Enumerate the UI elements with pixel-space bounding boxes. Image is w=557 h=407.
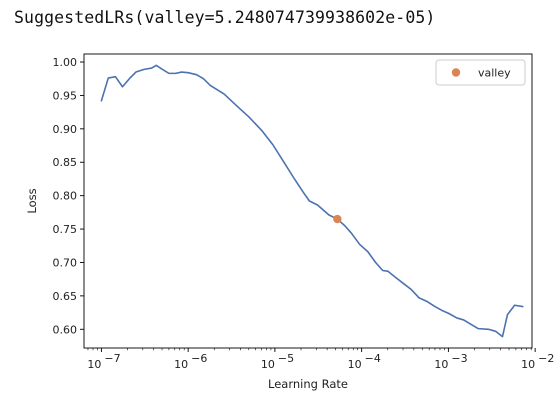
x-tick-exponent: −6 <box>191 352 207 365</box>
x-tick-label: 10 <box>521 358 535 371</box>
x-tick-label: 10 <box>174 358 188 371</box>
y-tick-label: 0.65 <box>53 290 78 303</box>
plot-area <box>83 53 533 349</box>
output-text: SuggestedLRs(valley=5.248074739938602e-0… <box>14 8 436 27</box>
y-tick-label: 0.90 <box>53 123 78 136</box>
x-tick-label: 10 <box>434 358 448 371</box>
y-tick-label: 0.75 <box>53 223 78 236</box>
y-axis: 0.60 0.65 0.70 0.75 0.80 0.85 0.90 0.95 1.00 <box>53 56 84 336</box>
legend: valley <box>435 59 526 86</box>
y-axis-label: Loss <box>25 188 39 213</box>
x-tick-exponent: −3 <box>451 352 467 365</box>
valley-marker <box>333 214 342 224</box>
x-axis: 10 −7 10 −6 10 −5 10 −4 10 −3 10 −2 <box>87 348 554 371</box>
x-tick-exponent: −4 <box>365 352 381 365</box>
legend-marker-valley <box>451 68 461 77</box>
x-tick-label: 10 <box>261 358 275 371</box>
y-tick-label: 1.00 <box>53 56 78 69</box>
y-tick-label: 0.70 <box>53 256 78 269</box>
x-tick-label: 10 <box>348 358 362 371</box>
x-tick-exponent: −5 <box>278 352 294 365</box>
y-tick-label: 0.85 <box>53 156 78 169</box>
legend-box <box>435 59 526 86</box>
y-tick-label: 0.80 <box>53 190 78 203</box>
x-tick-exponent: −2 <box>538 352 554 365</box>
loss-line-series-0 <box>100 64 524 338</box>
legend-label-valley: valley <box>478 67 511 80</box>
y-tick-label: 0.60 <box>53 323 78 336</box>
axes-frame <box>83 53 533 349</box>
x-axis-label: Learning Rate <box>268 377 348 391</box>
x-tick-label: 10 <box>87 358 101 371</box>
y-tick-label: 0.95 <box>53 89 78 102</box>
x-tick-exponent: −7 <box>104 352 120 365</box>
